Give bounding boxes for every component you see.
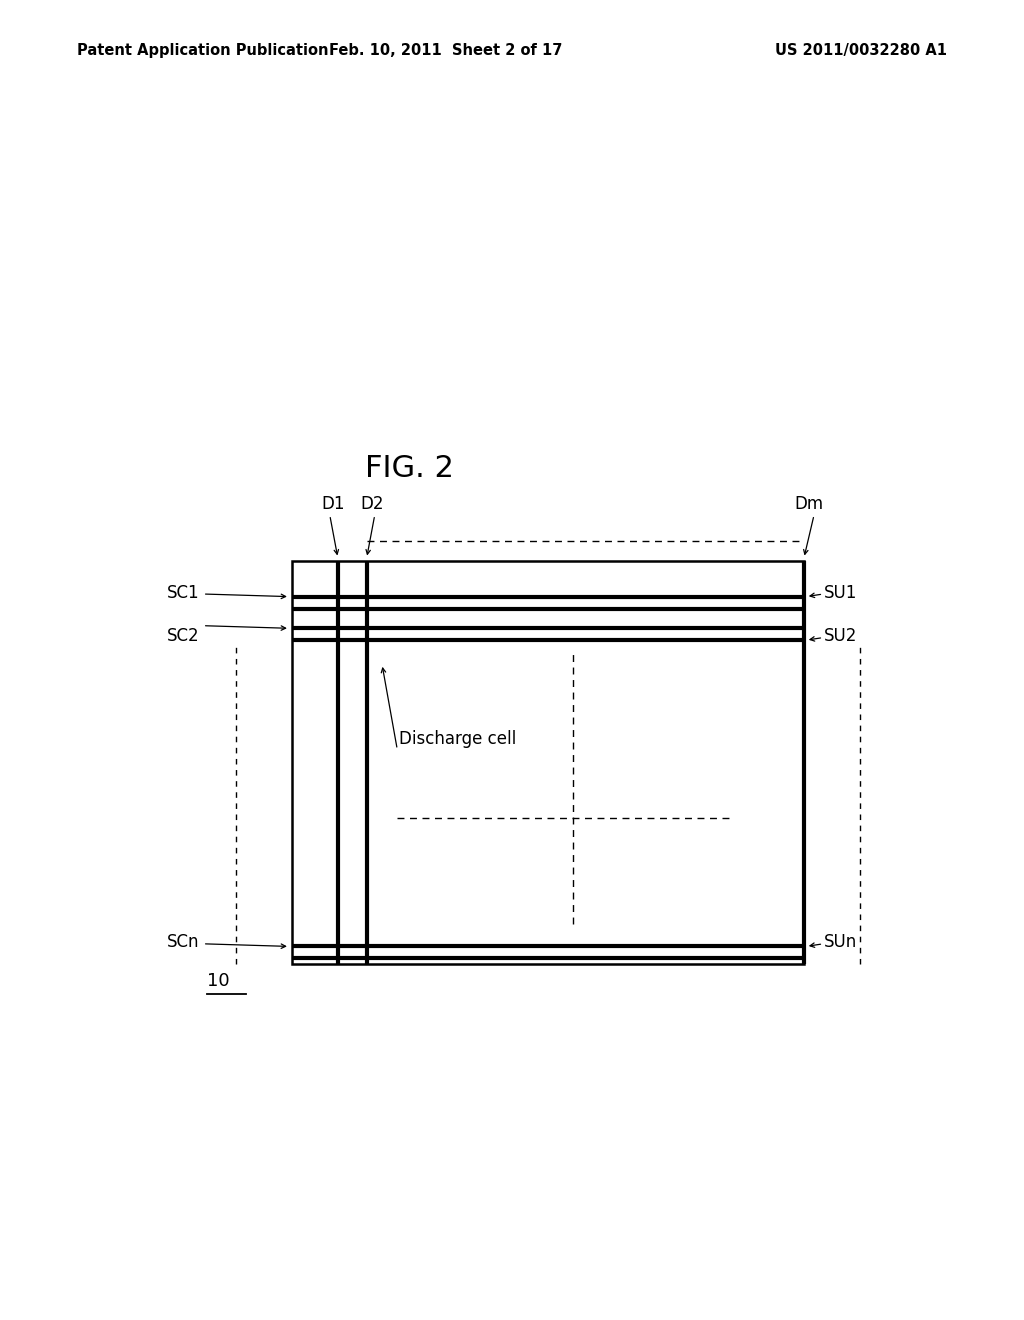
Text: Feb. 10, 2011  Sheet 2 of 17: Feb. 10, 2011 Sheet 2 of 17 <box>329 42 562 58</box>
Text: D2: D2 <box>360 495 383 513</box>
Text: FIG. 2: FIG. 2 <box>366 454 454 483</box>
Text: SC2: SC2 <box>167 627 200 645</box>
Text: SC1: SC1 <box>167 583 200 602</box>
Text: Dm: Dm <box>795 495 823 513</box>
Text: Discharge cell: Discharge cell <box>399 730 517 748</box>
Text: SU1: SU1 <box>824 583 858 602</box>
Text: SUn: SUn <box>824 933 857 952</box>
Text: US 2011/0032280 A1: US 2011/0032280 A1 <box>775 42 947 58</box>
Bar <box>292 561 804 964</box>
Text: 10: 10 <box>207 972 229 990</box>
Text: D1: D1 <box>322 495 344 513</box>
Text: Patent Application Publication: Patent Application Publication <box>77 42 329 58</box>
Text: SCn: SCn <box>167 933 200 952</box>
Text: SU2: SU2 <box>824 627 858 645</box>
